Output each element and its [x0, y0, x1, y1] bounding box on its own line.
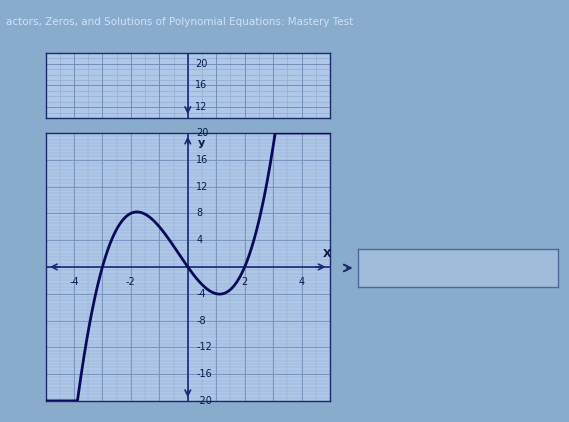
Text: 4: 4: [196, 235, 203, 245]
Text: 8: 8: [196, 208, 203, 218]
Text: 2: 2: [242, 277, 248, 287]
Text: 12: 12: [196, 181, 209, 192]
Text: 20: 20: [196, 128, 209, 138]
Text: -2: -2: [126, 277, 136, 287]
Text: 20: 20: [195, 59, 207, 69]
Text: actors, Zeros, and Solutions of Polynomial Equations: Mastery Test: actors, Zeros, and Solutions of Polynomi…: [6, 17, 353, 27]
Text: -4: -4: [69, 277, 79, 287]
Text: X: X: [323, 249, 332, 259]
Text: -16: -16: [196, 369, 212, 379]
Text: -4: -4: [196, 289, 206, 299]
Text: -8: -8: [196, 316, 206, 325]
Text: 4: 4: [299, 277, 304, 287]
Text: 12: 12: [195, 102, 207, 112]
Text: 16: 16: [195, 81, 207, 90]
Text: -20: -20: [196, 396, 212, 406]
Text: 16: 16: [196, 155, 209, 165]
Text: y: y: [198, 138, 205, 148]
Text: -12: -12: [196, 342, 212, 352]
